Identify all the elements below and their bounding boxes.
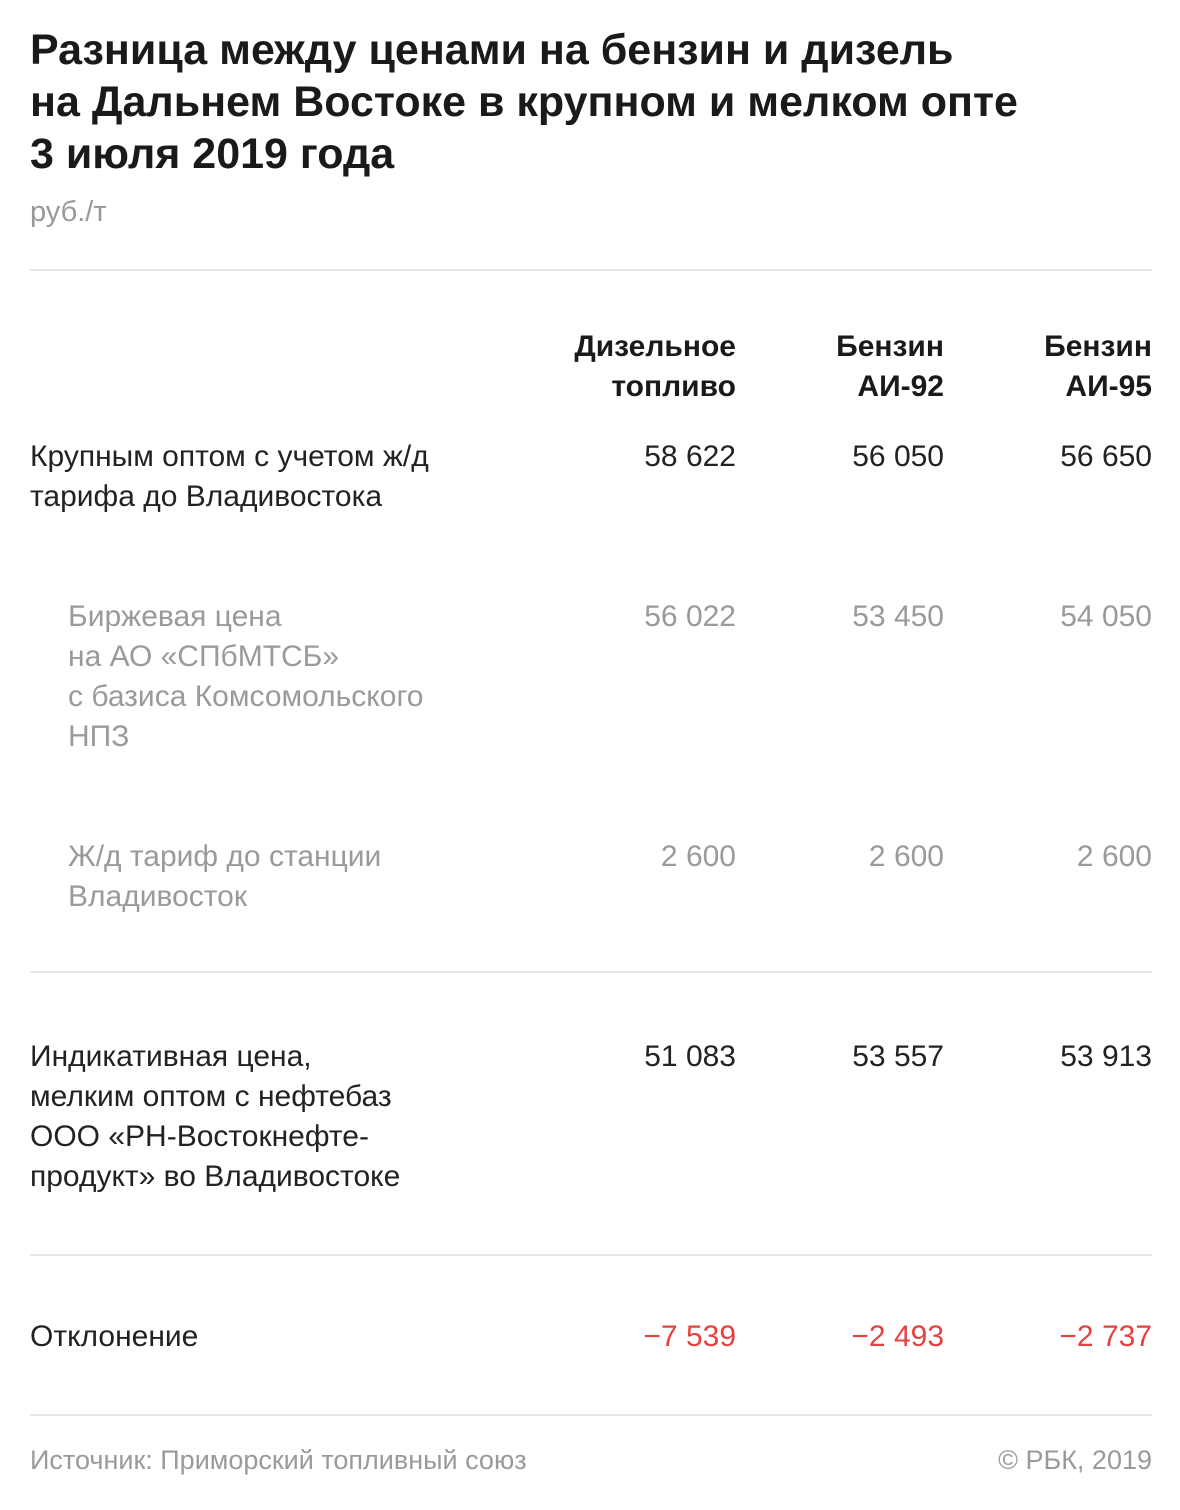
cell-value: 56 022 xyxy=(644,600,736,633)
divider xyxy=(30,269,1152,271)
cell-value: 56 050 xyxy=(852,440,944,473)
divider xyxy=(30,1254,1152,1256)
title-line: Разница между ценами на бензин и дизель xyxy=(30,26,954,74)
cell-value: 58 622 xyxy=(644,440,736,473)
cell-value: 51 083 xyxy=(644,1040,736,1073)
divider xyxy=(30,971,1152,973)
cell-value: 54 050 xyxy=(1060,600,1152,633)
row-label: Ж/д тариф до станции Владивосток xyxy=(68,840,382,913)
cell-value-negative: −2 493 xyxy=(851,1320,944,1353)
chart-title: Разница между ценами на бензин и дизель … xyxy=(30,24,1160,180)
cell-value-negative: −2 737 xyxy=(1059,1320,1152,1353)
unit-label: руб./т xyxy=(30,196,107,228)
title-line: 3 июля 2019 года xyxy=(30,130,395,178)
copyright: © РБК, 2019 xyxy=(998,1445,1152,1475)
cell-value: 56 650 xyxy=(1060,440,1152,473)
row-label: Отклонение xyxy=(30,1320,199,1353)
column-header-diesel: Дизельное топливо xyxy=(574,330,736,403)
row-label: Индикативная цена, мелким оптом с нефтеба… xyxy=(30,1040,401,1193)
cell-value: 53 557 xyxy=(852,1040,944,1073)
source-note: Источник: Приморский топливный союз xyxy=(30,1445,527,1475)
cell-value: 2 600 xyxy=(868,840,944,873)
cell-value: 2 600 xyxy=(660,840,736,873)
cell-value: 53 913 xyxy=(1060,1040,1152,1073)
column-header-ai95: Бензин АИ-95 xyxy=(1044,330,1152,403)
row-label: Биржевая цена на АО «СПбМТСБ» с базиса Ком… xyxy=(68,600,424,753)
cell-value-negative: −7 539 xyxy=(643,1320,736,1353)
column-header-ai92: Бензин АИ-92 xyxy=(836,330,944,403)
row-label: Крупным оптом с учетом ж/д тарифа до Влад… xyxy=(30,440,429,513)
cell-value: 2 600 xyxy=(1076,840,1152,873)
divider xyxy=(30,1414,1152,1416)
cell-value: 53 450 xyxy=(852,600,944,633)
title-line: на Дальнем Востоке в крупном и мелком оп… xyxy=(30,78,1018,126)
